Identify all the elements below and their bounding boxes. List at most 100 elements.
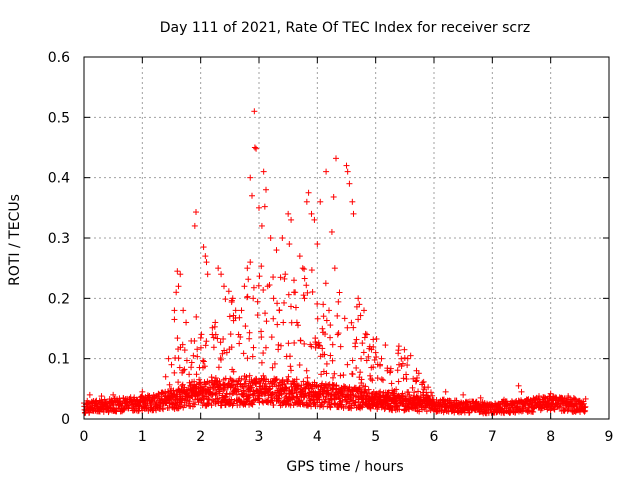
data-point bbox=[296, 253, 303, 260]
data-point bbox=[425, 393, 432, 400]
data-point bbox=[258, 334, 265, 341]
data-point bbox=[286, 353, 293, 360]
data-point bbox=[371, 393, 378, 400]
data-point bbox=[236, 314, 243, 321]
data-point bbox=[242, 376, 249, 383]
x-tick-label: 3 bbox=[255, 429, 264, 445]
data-point bbox=[323, 317, 330, 324]
data-point bbox=[551, 406, 558, 413]
data-point bbox=[582, 395, 589, 402]
data-point bbox=[350, 210, 357, 217]
data-point bbox=[209, 331, 216, 338]
data-point bbox=[382, 342, 389, 349]
data-point bbox=[139, 407, 146, 414]
data-point bbox=[276, 307, 283, 314]
data-point bbox=[228, 344, 235, 351]
data-point bbox=[399, 390, 406, 397]
data-point bbox=[274, 321, 281, 328]
data-point bbox=[403, 371, 410, 378]
data-point bbox=[256, 395, 263, 402]
data-point bbox=[423, 392, 430, 399]
data-point bbox=[190, 400, 197, 407]
grid bbox=[84, 57, 609, 419]
data-point bbox=[250, 295, 257, 302]
data-point bbox=[309, 288, 316, 295]
data-point bbox=[406, 391, 413, 398]
data-point bbox=[201, 363, 208, 370]
data-point bbox=[230, 368, 237, 375]
data-point bbox=[217, 339, 224, 346]
data-point bbox=[367, 376, 374, 383]
data-point bbox=[344, 324, 351, 331]
data-point bbox=[423, 408, 430, 415]
data-point bbox=[244, 265, 251, 272]
y-tick-label: 0.5 bbox=[48, 110, 70, 126]
data-point bbox=[209, 396, 216, 403]
data-point bbox=[444, 407, 451, 414]
data-point bbox=[314, 300, 321, 307]
data-point bbox=[233, 391, 240, 398]
data-point bbox=[316, 396, 323, 403]
data-point bbox=[277, 342, 284, 349]
data-point bbox=[331, 265, 338, 272]
data-point bbox=[194, 353, 201, 360]
data-point bbox=[353, 336, 360, 343]
x-axis-label: GPS time / hours bbox=[286, 459, 403, 475]
data-point bbox=[352, 399, 359, 406]
data-point bbox=[251, 144, 258, 151]
data-point bbox=[250, 284, 257, 291]
data-point bbox=[323, 370, 330, 377]
data-point bbox=[327, 322, 334, 329]
data-point bbox=[277, 274, 284, 281]
data-point bbox=[183, 357, 190, 364]
data-point bbox=[355, 295, 362, 302]
data-point bbox=[320, 313, 327, 320]
data-point bbox=[171, 307, 178, 314]
data-point bbox=[349, 198, 356, 205]
data-point bbox=[318, 371, 325, 378]
data-point bbox=[246, 335, 253, 342]
y-tick-label: 0.3 bbox=[48, 231, 70, 247]
data-point bbox=[258, 328, 265, 335]
data-point bbox=[180, 307, 187, 314]
data-point bbox=[254, 312, 261, 319]
data-point bbox=[232, 307, 239, 314]
data-point bbox=[303, 367, 310, 374]
data-point bbox=[308, 210, 315, 217]
data-point bbox=[384, 367, 391, 374]
data-point bbox=[322, 280, 329, 287]
data-point bbox=[321, 351, 328, 358]
data-point bbox=[477, 394, 484, 401]
data-point bbox=[175, 379, 182, 386]
data-point bbox=[282, 271, 289, 278]
data-point bbox=[319, 345, 326, 352]
data-point bbox=[349, 371, 356, 378]
data-point bbox=[536, 393, 542, 400]
data-point bbox=[357, 369, 364, 376]
y-tick-label: 0.2 bbox=[48, 291, 70, 307]
data-point bbox=[288, 367, 295, 374]
data-point bbox=[244, 294, 251, 301]
data-point bbox=[334, 331, 341, 338]
data-point bbox=[260, 287, 267, 294]
data-point bbox=[256, 204, 262, 211]
data-point bbox=[329, 374, 336, 381]
data-point bbox=[191, 401, 198, 408]
data-point bbox=[346, 180, 353, 187]
data-point bbox=[358, 355, 365, 362]
data-point bbox=[333, 155, 339, 162]
data-point bbox=[258, 263, 265, 270]
data-point bbox=[177, 271, 184, 278]
x-tick-label: 5 bbox=[371, 429, 380, 445]
data-point bbox=[146, 392, 153, 399]
data-point bbox=[247, 259, 254, 266]
data-point bbox=[203, 259, 210, 266]
data-point bbox=[312, 403, 319, 410]
data-point bbox=[367, 372, 374, 379]
x-tick-label: 7 bbox=[488, 429, 497, 445]
data-point bbox=[135, 408, 142, 415]
data-point bbox=[250, 344, 257, 351]
data-point bbox=[264, 283, 271, 290]
data-point bbox=[358, 376, 365, 383]
data-point bbox=[315, 339, 322, 346]
